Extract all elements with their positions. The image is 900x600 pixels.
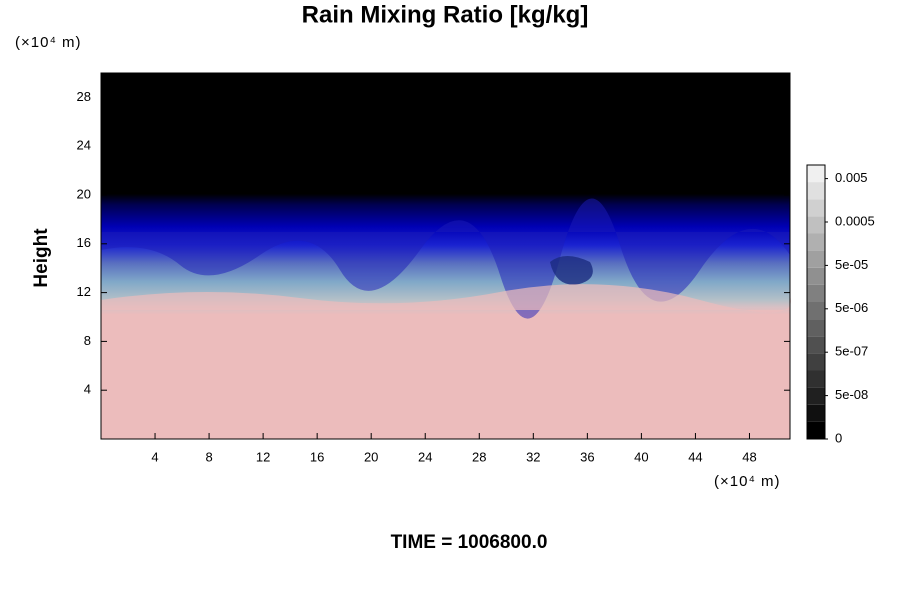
y-tick-label: 16 — [77, 235, 91, 250]
colorbar-band — [807, 302, 825, 320]
x-tick-label: 8 — [205, 449, 212, 464]
y-tick-label: 28 — [77, 89, 91, 104]
y-tick-label: 12 — [77, 284, 91, 299]
x-tick-label: 20 — [364, 449, 378, 464]
x-tick-label: 24 — [418, 449, 432, 464]
x-tick-label: 32 — [526, 449, 540, 464]
plot-frame — [100, 72, 791, 440]
y-tick-label: 8 — [84, 333, 91, 348]
y-tick-label: 20 — [77, 186, 91, 201]
colorbar-band — [807, 284, 825, 302]
colorbar-label: 5e-07 — [835, 344, 868, 359]
colorbar-label: 5e-06 — [835, 300, 868, 315]
colorbar-band — [807, 267, 825, 285]
y-tick-label: 4 — [84, 382, 91, 397]
x-tick-label: 4 — [151, 449, 158, 464]
colorbar-band — [807, 199, 825, 217]
colorbar: 0 5e-08 5e-07 5e-06 5e-05 0.0005 0.005 — [806, 164, 875, 445]
colorbar-band — [807, 319, 825, 337]
x-tick-label: 28 — [472, 449, 486, 464]
colorbar-band — [807, 404, 825, 422]
y-axis-label: Height — [31, 228, 52, 288]
colorbar-band — [807, 233, 825, 251]
x-unit: (×10⁴ m) — [714, 473, 781, 490]
colorbar-label: 0 — [835, 430, 842, 445]
colorbar-frame — [806, 164, 826, 440]
chart-title: Rain Mixing Ratio [kg/kg] — [302, 1, 589, 28]
colorbar-band — [807, 370, 825, 388]
footer: TIME = 1006800.0 — [391, 532, 548, 553]
colorbar-band — [807, 353, 825, 371]
colorbar-band — [807, 165, 825, 183]
colorbar-label: 0.005 — [835, 170, 868, 185]
colorbar-label: 5e-05 — [835, 257, 868, 272]
colorbar-band — [807, 182, 825, 200]
colorbar-band — [807, 421, 825, 439]
x-tick-label: 16 — [310, 449, 324, 464]
x-tick-label: 44 — [688, 449, 702, 464]
y-tick-label: 24 — [77, 138, 91, 153]
colorbar-band — [807, 216, 825, 234]
colorbar-band — [807, 250, 825, 268]
colorbar-band — [807, 336, 825, 354]
x-tick-label: 40 — [634, 449, 648, 464]
field — [101, 73, 791, 439]
colorbar-label: 5e-08 — [835, 387, 868, 402]
colorbar-label: 0.0005 — [835, 213, 875, 228]
x-tick-label: 48 — [742, 449, 756, 464]
colorbar-band — [807, 387, 825, 405]
x-tick-label: 12 — [256, 449, 270, 464]
x-tick-label: 36 — [580, 449, 594, 464]
y-unit: (×10⁴ m) — [15, 34, 82, 51]
